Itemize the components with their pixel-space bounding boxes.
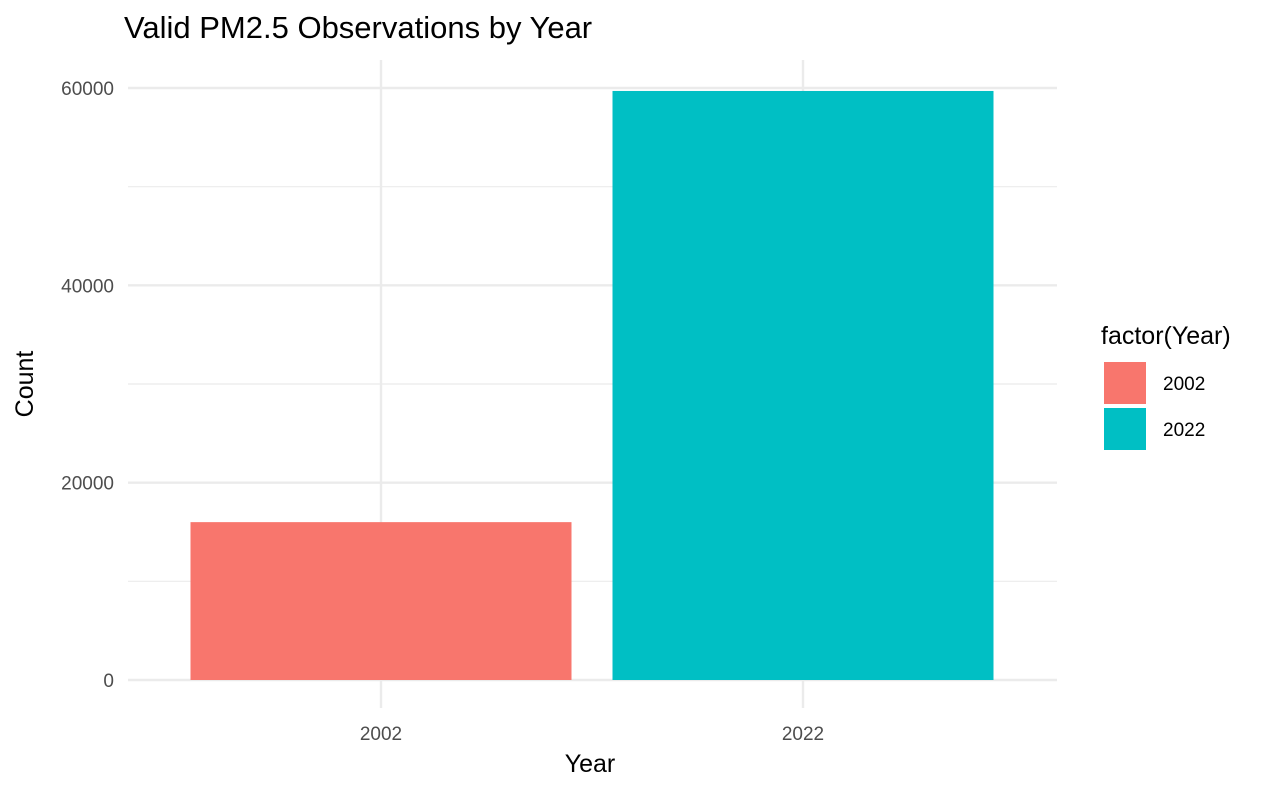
y-tick-label: 20000	[61, 474, 114, 495]
legend-swatch-2022	[1104, 408, 1146, 450]
x-axis-title: Year	[565, 750, 616, 778]
y-axis-title: Count	[11, 351, 39, 418]
bar-2022	[612, 90, 994, 680]
x-tick-label: 2002	[360, 724, 402, 745]
y-axis-ticks: 0 20000 40000 60000	[61, 79, 114, 692]
y-tick-label: 40000	[61, 276, 114, 297]
bars	[190, 90, 994, 680]
legend: factor(Year) 2002 2022	[1101, 322, 1231, 450]
y-tick-label: 0	[103, 671, 114, 692]
chart-title: Valid PM2.5 Observations by Year	[124, 10, 592, 45]
legend-swatch-2002	[1104, 362, 1146, 404]
bar-2002	[190, 522, 572, 680]
x-tick-label: 2022	[782, 724, 824, 745]
y-tick-label: 60000	[61, 79, 114, 100]
legend-label-2022: 2022	[1163, 420, 1205, 441]
legend-title: factor(Year)	[1101, 322, 1231, 350]
legend-label-2002: 2002	[1163, 374, 1205, 395]
x-axis-ticks: 2002 2022	[360, 724, 824, 745]
